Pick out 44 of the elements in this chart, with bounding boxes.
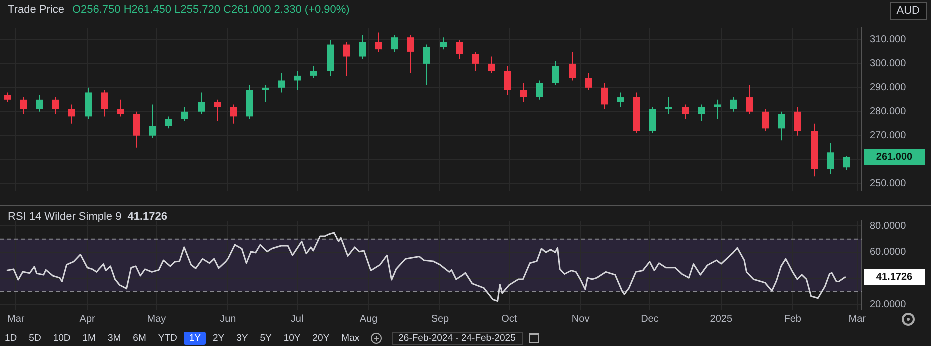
- text: 1Y: [184, 332, 206, 344]
- text: YTD: [157, 332, 178, 344]
- text: 2Y: [212, 332, 226, 344]
- text: 261.000: [876, 152, 914, 164]
- text: 5D: [28, 332, 42, 344]
- y-tick-label: 310.000: [870, 34, 907, 46]
- text: 3M: [106, 332, 122, 344]
- text: 3Y: [236, 332, 250, 344]
- chart-title: RSI 14 Wilder Simple 9: [8, 211, 122, 223]
- text: O256.750 H261.450 L255.720 C261.000 2.330 (+0.90%): [72, 4, 350, 16]
- y-tick-label: 280.000: [870, 106, 907, 118]
- x-tick-label: Oct: [502, 314, 518, 325]
- x-tick-label: Dec: [641, 314, 659, 325]
- text: AUD: [890, 2, 927, 20]
- y-tick-label: 300.000: [870, 58, 907, 70]
- text: 26-Feb-2024 - 24-Feb-2025: [392, 332, 523, 344]
- x-tick-label: Aug: [360, 314, 378, 325]
- x-tick-label: Nov: [572, 314, 590, 325]
- x-tick-label: Apr: [80, 314, 96, 325]
- x-tick-label: Feb: [784, 314, 802, 325]
- y-tick-label: 80.0000: [870, 220, 907, 232]
- x-tick-label: 2025: [710, 314, 733, 325]
- x-tick-label: May: [147, 314, 166, 325]
- x-tick-label: Mar: [8, 314, 26, 325]
- x-tick-label: Jul: [290, 314, 304, 325]
- y-tick-label: 250.000: [870, 178, 907, 190]
- text: 1M: [82, 332, 97, 344]
- y-tick-label: 290.000: [870, 82, 907, 94]
- text: 10Y: [282, 332, 302, 344]
- chart-title: Trade Price: [8, 4, 64, 16]
- y-tick-label: 20.0000: [870, 300, 907, 311]
- text: 20Y: [312, 332, 331, 344]
- x-tick-label: Jun: [220, 314, 236, 325]
- text: 6M: [132, 332, 148, 344]
- text: Max: [340, 332, 361, 344]
- x-tick-label: Sep: [431, 314, 450, 325]
- x-tick-label: Mar: [848, 314, 867, 325]
- text: 5Y: [259, 332, 273, 344]
- text: 41.1726: [876, 272, 914, 283]
- chart-subtitle: 41.1726: [128, 211, 168, 223]
- y-tick-label: 60.0000: [870, 247, 907, 258]
- text: 1D: [4, 332, 18, 344]
- text: 10D: [52, 332, 72, 344]
- y-tick-label: 270.000: [870, 130, 907, 142]
